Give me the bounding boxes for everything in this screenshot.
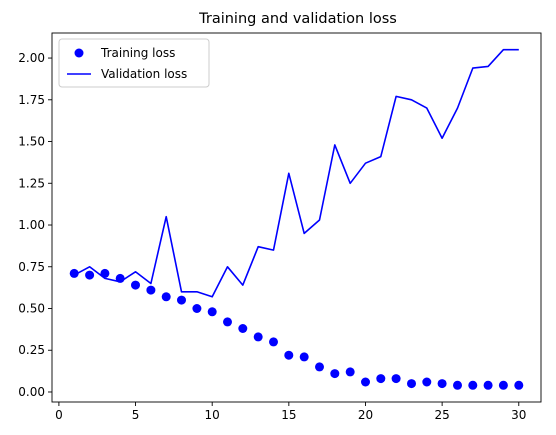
- y-tick-label: 0.25: [18, 343, 45, 357]
- training-loss-point: [284, 350, 294, 360]
- training-loss-point: [192, 304, 202, 313]
- validation-loss-line: [73, 48, 519, 298]
- training-loss-point: [131, 280, 140, 290]
- training-loss-point: [514, 380, 524, 390]
- legend-label: Validation loss: [101, 67, 187, 81]
- x-tick-label: 10: [205, 408, 220, 422]
- y-tick-label: 1.75: [18, 93, 45, 107]
- training-loss-point: [483, 380, 493, 390]
- x-tick-label: 30: [511, 408, 526, 422]
- training-loss-point: [207, 307, 217, 317]
- training-loss-point: [376, 374, 386, 384]
- training-loss-point: [468, 380, 478, 390]
- y-tick-label: 0.75: [18, 260, 45, 274]
- x-tick-label: 20: [358, 408, 373, 422]
- training-loss-point: [100, 268, 110, 278]
- y-tick-label: 0.50: [18, 301, 45, 315]
- training-loss-point: [223, 317, 232, 327]
- chart-title: Training and validation loss: [198, 11, 397, 27]
- y-tick-label: 0.00: [18, 385, 45, 399]
- training-loss-point: [299, 352, 309, 362]
- training-loss-point: [269, 337, 278, 347]
- legend-label: Training loss: [100, 46, 175, 60]
- training-loss-point: [69, 268, 79, 278]
- y-tick-label: 1.00: [18, 218, 45, 232]
- y-tick-label: 2.00: [18, 51, 45, 65]
- x-tick-label: 25: [434, 408, 449, 422]
- training-loss-point: [422, 377, 432, 387]
- training-loss-point: [498, 380, 508, 390]
- legend-box: [58, 38, 210, 88]
- legend-marker-swatch: [74, 48, 84, 58]
- training-loss-point: [315, 362, 324, 372]
- x-tick-label: 15: [281, 408, 296, 422]
- y-tick-label: 1.50: [18, 135, 45, 149]
- training-loss-point: [238, 324, 248, 333]
- x-tick-label: 0: [55, 408, 63, 422]
- training-loss-point: [85, 270, 95, 280]
- training-loss-point: [453, 380, 462, 390]
- training-loss-point: [437, 379, 447, 389]
- x-tick-label: 5: [132, 408, 140, 422]
- training-loss-point: [146, 285, 156, 295]
- training-loss-point: [161, 292, 171, 302]
- training-loss-point: [177, 295, 186, 305]
- training-loss-point: [361, 377, 370, 387]
- y-tick-label: 1.25: [18, 176, 45, 190]
- training-loss-point: [253, 332, 263, 342]
- training-loss-point: [407, 379, 416, 389]
- training-loss-point: [345, 367, 355, 377]
- plot-frame: [51, 32, 542, 403]
- training-loss-point: [391, 374, 401, 384]
- training-loss-point: [330, 369, 340, 379]
